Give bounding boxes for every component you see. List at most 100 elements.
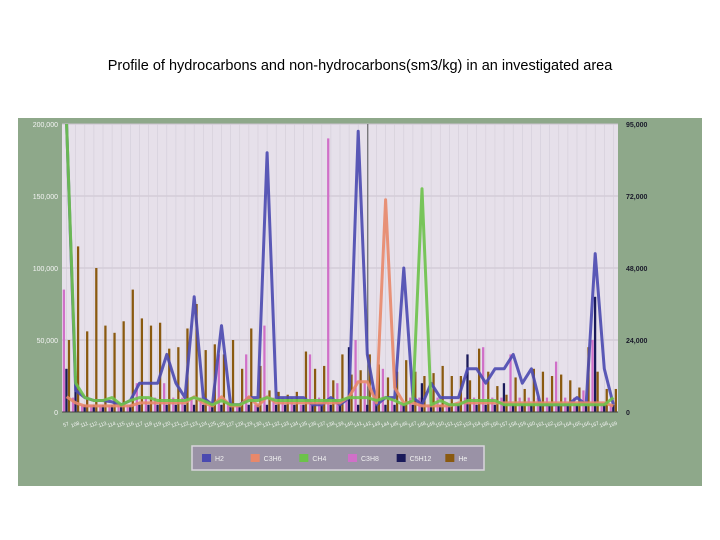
grid <box>62 123 618 413</box>
bar-he <box>231 340 235 412</box>
bar-c3h8 <box>172 397 175 412</box>
bar-he <box>496 386 499 412</box>
bar-c3h8 <box>600 404 603 412</box>
bar-he <box>95 268 98 412</box>
bar-c5h12 <box>129 404 132 412</box>
bar-c3h8 <box>427 404 430 412</box>
bar-c3h8 <box>454 404 457 412</box>
bar-c3h8 <box>190 397 193 412</box>
bar-c5h12 <box>83 404 86 412</box>
series-line-ch4 <box>65 123 615 407</box>
bar-he <box>405 360 408 412</box>
x-tick-label: 128 <box>234 421 244 430</box>
bar-c5h12 <box>138 404 141 412</box>
x-tick-label: 152 <box>453 421 463 430</box>
bar-c5h12 <box>329 404 332 412</box>
bar-c5h12 <box>438 404 442 412</box>
x-tick-label: 169 <box>608 421 618 430</box>
legend-swatch-c5h12 <box>396 454 406 462</box>
series-line-c3h6 <box>65 198 614 408</box>
bar-he <box>468 380 472 412</box>
bar-c5h12 <box>375 404 378 412</box>
bar-he <box>477 348 481 412</box>
bar-c5h12 <box>247 404 250 412</box>
bar-c5h12 <box>356 404 360 412</box>
bar-he <box>441 365 444 412</box>
bar-c5h12 <box>402 404 405 412</box>
bar-c3h8 <box>99 404 102 412</box>
bar-c5h12 <box>603 404 606 412</box>
bar-c3h8 <box>208 404 211 412</box>
bar-c5h12 <box>448 404 451 412</box>
bar-c5h12 <box>366 404 369 412</box>
bar-c5h12 <box>530 404 533 412</box>
bar-he <box>514 377 517 412</box>
x-tick-label: 154 <box>471 421 481 430</box>
x-tick-label: 162 <box>544 421 554 430</box>
bar-c5h12 <box>548 404 551 412</box>
bar-he <box>67 340 71 412</box>
bar-he <box>113 332 116 412</box>
bar-c3h8 <box>71 397 75 412</box>
x-tick-label: 165 <box>572 421 582 430</box>
bar-c3h8 <box>62 289 66 412</box>
legend-swatch-he <box>445 454 455 462</box>
bar-c5h12 <box>502 383 506 412</box>
x-tick-label: 122 <box>180 421 190 430</box>
bar-c5h12 <box>521 404 524 412</box>
bar-he <box>250 328 253 412</box>
bar-c5h12 <box>165 404 168 412</box>
bar-he <box>423 376 426 412</box>
bar-c3h8 <box>254 404 257 412</box>
bar-he <box>368 354 371 412</box>
bar-he <box>560 374 563 412</box>
x-tick-label: 113 <box>98 421 108 430</box>
bar-c5h12 <box>265 404 269 412</box>
x-tick-label: 140 <box>344 421 354 430</box>
legend: H2 C3H6 CH4 C3H8 C5H12 He <box>191 445 485 471</box>
bar-he <box>86 331 89 412</box>
bar-he <box>168 348 171 412</box>
x-tick-label: 120 <box>161 421 171 430</box>
bar-c5h12 <box>174 404 177 412</box>
bar-c3h8 <box>400 404 403 412</box>
x-tick-label: 153 <box>462 421 472 430</box>
bar-c3h8 <box>381 368 385 412</box>
x-tick-label: 130 <box>253 421 263 430</box>
bar-c3h8 <box>117 404 120 412</box>
bar-c5h12 <box>320 404 323 412</box>
bar-c5h12 <box>493 404 496 412</box>
x-tick-label: 139 <box>335 421 345 430</box>
y-left-tick-label: 150,000 <box>33 194 58 201</box>
x-tick-label: 151 <box>444 421 454 430</box>
bar-c3h8 <box>80 404 84 412</box>
bar-c3h8 <box>308 354 312 412</box>
bar-c3h8 <box>554 361 558 412</box>
bar-c3h8 <box>409 397 412 412</box>
bar-c3h8 <box>463 397 467 412</box>
legend-label-c3h8: C3H8 <box>361 456 379 463</box>
bar-c5h12 <box>293 404 296 412</box>
x-tick-label: 131 <box>262 421 272 430</box>
bar-he <box>195 304 198 412</box>
bar-c5h12 <box>593 296 597 412</box>
bar-c3h8 <box>181 397 184 412</box>
x-tick-label: 115 <box>116 421 126 430</box>
bar-c3h8 <box>272 397 275 412</box>
bar-c3h8 <box>445 404 448 412</box>
bar-c3h8 <box>226 404 230 412</box>
bar-c3h8 <box>509 354 512 412</box>
x-tick-label: 125 <box>207 421 217 430</box>
bar-c3h8 <box>281 397 284 412</box>
bar-c5h12 <box>612 404 615 412</box>
x-tick-label: 127 <box>225 421 235 430</box>
bar-c3h8 <box>245 354 248 412</box>
bar-he <box>241 368 244 412</box>
y-left-tick-label: 100,000 <box>33 266 58 273</box>
y-right-tick-label: 0 <box>626 410 630 417</box>
bar-c5h12 <box>74 376 77 412</box>
bar-c3h8 <box>390 397 394 412</box>
bar-he <box>386 377 390 412</box>
legend-label-ch4: CH4 <box>312 456 326 463</box>
bar-he <box>177 347 180 412</box>
